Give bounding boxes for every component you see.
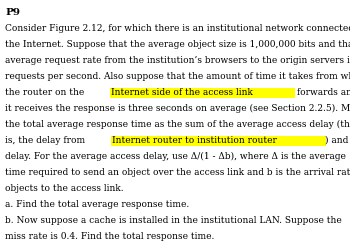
Text: time required to send an object over the access link and b is the arrival rate o: time required to send an object over the… xyxy=(5,167,350,176)
Text: ) and the average Internet: ) and the average Internet xyxy=(325,136,350,144)
Text: objects to the access link.: objects to the access link. xyxy=(5,183,124,192)
Text: average request rate from the institution’s browsers to the origin servers is 16: average request rate from the institutio… xyxy=(5,56,350,65)
Bar xyxy=(110,89,295,98)
Text: b. Now suppose a cache is installed in the institutional LAN. Suppose the: b. Now suppose a cache is installed in t… xyxy=(5,215,342,224)
Text: Internet side of the access link: Internet side of the access link xyxy=(111,88,253,96)
Text: forwards an HTTP request until: forwards an HTTP request until xyxy=(294,88,350,96)
Text: is, the delay from: is, the delay from xyxy=(5,136,88,144)
Text: a. Find the total average response time.: a. Find the total average response time. xyxy=(5,199,189,208)
Text: the router on the: the router on the xyxy=(5,88,87,96)
Bar xyxy=(111,136,326,146)
Text: miss rate is 0.4. Find the total response time.: miss rate is 0.4. Find the total respons… xyxy=(5,231,214,240)
Text: it receives the response is three seconds on average (see Section 2.2.5). Model: it receives the response is three second… xyxy=(5,104,350,113)
Text: requests per second. Also suppose that the amount of time it takes from when: requests per second. Also suppose that t… xyxy=(5,72,350,81)
Text: Consider Figure 2.12, for which there is an institutional network connected to: Consider Figure 2.12, for which there is… xyxy=(5,24,350,33)
Text: the Internet. Suppose that the average object size is 1,000,000 bits and that th: the Internet. Suppose that the average o… xyxy=(5,40,350,49)
Text: delay. For the average access delay, use Δ/(1 - Δb), where Δ is the average: delay. For the average access delay, use… xyxy=(5,152,346,160)
Text: Internet router to institution router: Internet router to institution router xyxy=(112,136,277,144)
Text: the total average response time as the sum of the average access delay (that: the total average response time as the s… xyxy=(5,120,350,128)
Text: P9: P9 xyxy=(5,8,20,17)
